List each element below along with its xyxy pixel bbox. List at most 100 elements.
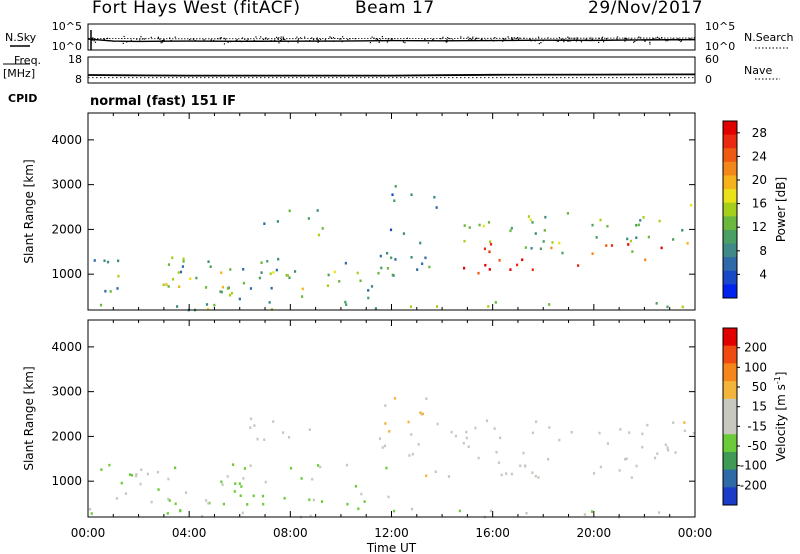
noise-dot xyxy=(569,37,571,39)
noise-dot xyxy=(297,42,299,44)
power-cell xyxy=(228,293,232,297)
velocity-cell xyxy=(419,411,422,414)
noise-dot xyxy=(445,41,447,43)
velocity-cell xyxy=(253,424,256,427)
power-cell xyxy=(266,259,269,263)
noise-dot xyxy=(280,39,283,41)
noise-dot xyxy=(253,39,255,41)
velocity-cell xyxy=(411,452,414,456)
velocity-cell xyxy=(450,430,453,434)
power-cell xyxy=(213,303,216,307)
power-cell xyxy=(595,236,598,239)
power-cell xyxy=(270,286,273,290)
noise-dot xyxy=(157,36,159,38)
noise-dot xyxy=(472,36,474,38)
power-ytick-label: 4000 xyxy=(51,133,82,147)
noise-dot xyxy=(651,38,653,41)
velocity-cell xyxy=(387,495,390,499)
date-title: 29/Nov/2017 xyxy=(588,0,704,18)
noise-dot xyxy=(537,36,540,38)
power-cell xyxy=(689,203,693,207)
velocity-cell xyxy=(140,468,143,472)
noise-dot xyxy=(163,39,165,41)
noise-dot xyxy=(529,38,531,40)
power-cell xyxy=(258,276,261,280)
velocity-cell xyxy=(656,452,659,455)
power-cell xyxy=(345,303,348,306)
noise-dot xyxy=(659,38,661,40)
noise-dot xyxy=(224,38,227,40)
power-cell xyxy=(326,284,330,287)
velocity-cell xyxy=(243,467,246,470)
power-cell xyxy=(509,229,512,233)
velocity-ytick-label: 4000 xyxy=(51,340,82,354)
noise-dot xyxy=(568,40,570,42)
noise-dot xyxy=(381,40,384,42)
power-cell xyxy=(672,238,675,241)
noise-dot xyxy=(569,39,571,41)
power-cell xyxy=(344,261,347,265)
xtick-label: 00:00 xyxy=(678,526,713,540)
velocity-cell xyxy=(465,436,468,440)
velocity-cell xyxy=(221,483,224,486)
velocity-cell xyxy=(233,490,236,493)
velocity-cell xyxy=(231,463,235,466)
power-cell xyxy=(238,297,241,301)
power-cell xyxy=(270,308,274,311)
power-cell xyxy=(529,218,532,222)
noise-dot xyxy=(92,37,94,39)
power-cell xyxy=(333,270,336,274)
power-cell xyxy=(205,303,209,306)
velocity-cell xyxy=(493,427,496,430)
power-cell xyxy=(591,223,594,227)
noise-panel-frame xyxy=(87,23,696,51)
velocity-cell xyxy=(664,443,667,447)
velocity-cell xyxy=(134,474,138,478)
noise-dot xyxy=(507,36,509,38)
power-cell xyxy=(316,209,319,212)
power-cbar-label: 16 xyxy=(752,197,767,211)
noise-dot xyxy=(556,40,558,42)
noise-dot xyxy=(644,39,646,42)
power-cell xyxy=(182,257,185,261)
velocity-cell xyxy=(489,509,493,513)
power-colorbar-segment xyxy=(723,202,737,217)
velocity-cell xyxy=(308,498,311,502)
power-colorbar-segment xyxy=(723,148,737,163)
power-ylabel: Slant Range [km] xyxy=(22,159,36,263)
power-cell xyxy=(275,268,278,272)
noise-dot xyxy=(476,37,478,39)
velocity-cell xyxy=(311,477,314,481)
noise-dot xyxy=(157,37,160,39)
noise-dot xyxy=(636,39,638,41)
velocity-cell xyxy=(174,502,177,506)
noise-dot xyxy=(93,39,95,41)
power-cell xyxy=(249,287,253,290)
noise-dot xyxy=(468,38,470,40)
noise-dot xyxy=(529,39,531,41)
velocity-cell xyxy=(262,502,265,506)
velocity-cell xyxy=(525,511,528,515)
noise-dot xyxy=(139,39,141,41)
power-cell xyxy=(389,228,393,232)
noise-dot xyxy=(547,37,549,39)
power-cell xyxy=(181,265,185,268)
velocity-cell xyxy=(510,472,513,476)
noise-dot xyxy=(692,38,694,41)
velocity-cell xyxy=(357,507,360,511)
power-cell xyxy=(99,303,103,307)
noise-dot xyxy=(644,40,646,42)
velocity-cell xyxy=(558,438,561,442)
noise-dot xyxy=(377,38,379,40)
power-cell xyxy=(370,285,374,288)
power-cell xyxy=(463,224,466,227)
power-cell xyxy=(488,268,491,271)
power-cell xyxy=(116,287,119,290)
noise-dot xyxy=(406,37,409,39)
velocity-cell xyxy=(625,457,628,461)
velocity-cell xyxy=(246,503,249,506)
velocity-cell xyxy=(410,507,414,511)
noise-dot xyxy=(311,37,313,39)
station-title: Fort Hays West (fitACF) xyxy=(92,0,301,18)
velocity-cbar-label: 50 xyxy=(752,380,767,394)
